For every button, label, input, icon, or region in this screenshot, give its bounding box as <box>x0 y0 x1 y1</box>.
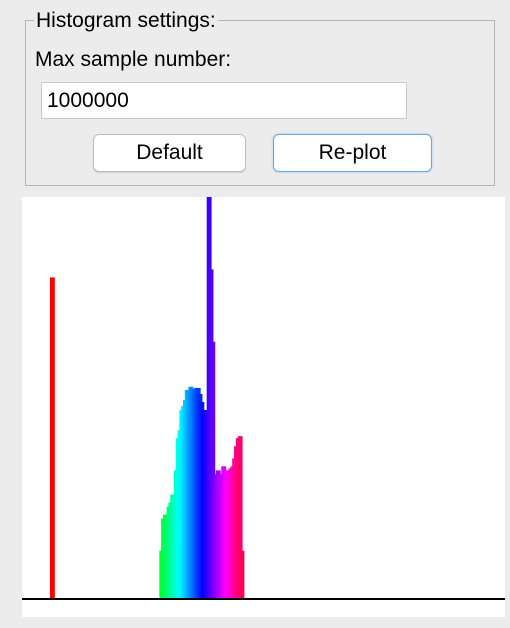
histogram-settings-panel: Histogram settings: Max sample number: D… <box>25 9 495 186</box>
max-sample-input[interactable] <box>41 82 407 119</box>
panel-title: Histogram settings: <box>34 9 218 33</box>
default-button[interactable]: Default <box>93 134 246 172</box>
histogram-bar <box>239 550 245 599</box>
histogram-bar <box>210 341 216 599</box>
replot-button[interactable]: Re-plot <box>273 134 432 172</box>
histogram-chart <box>22 197 505 600</box>
histogram-plot <box>22 197 505 617</box>
histogram-bar <box>237 436 243 599</box>
max-sample-label: Max sample number: <box>35 48 232 71</box>
histogram-bar <box>50 277 55 599</box>
